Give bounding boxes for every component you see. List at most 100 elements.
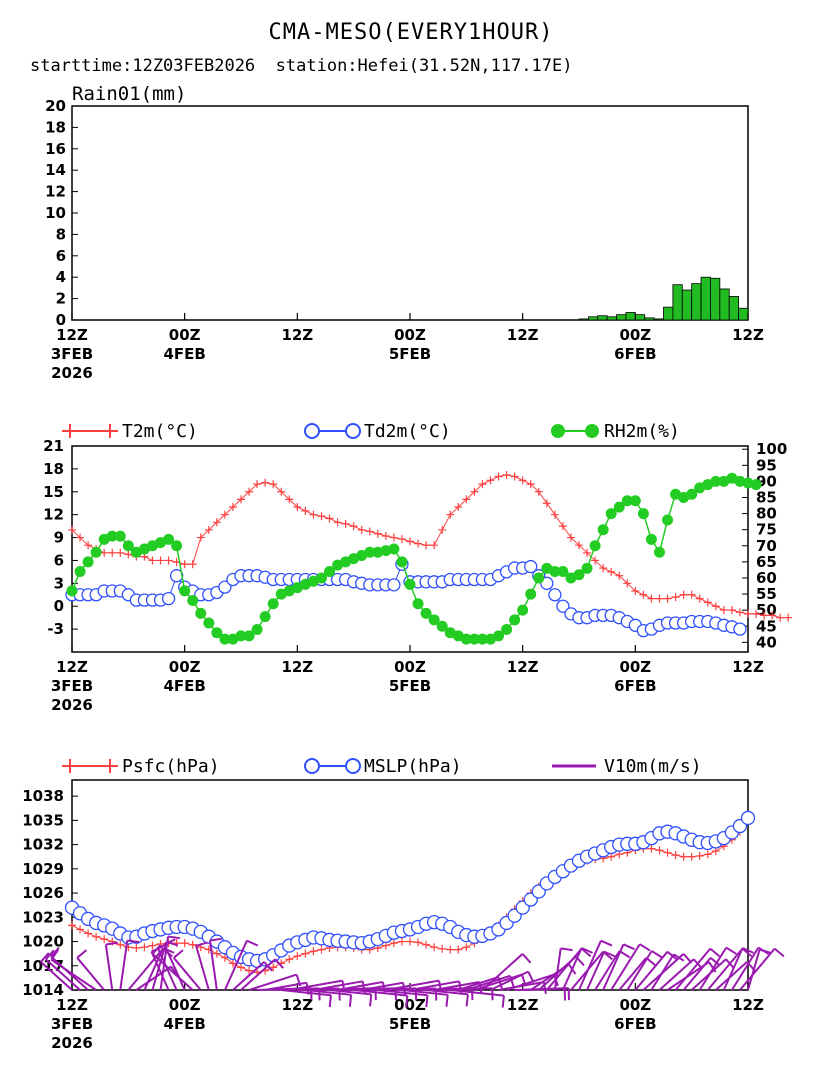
rh2m-point — [163, 533, 175, 545]
wind-barb-feather — [50, 946, 60, 958]
wind-barb — [658, 958, 695, 991]
wind-barb-feather — [623, 943, 635, 951]
rh-y-tick-label: 80 — [756, 505, 777, 523]
t2m-point — [285, 495, 294, 504]
rain-bar — [700, 276, 711, 321]
x-tick-date: 5FEB — [389, 1015, 431, 1033]
rh-y-tick-label: 75 — [756, 521, 777, 539]
t2m-point — [373, 529, 382, 538]
wind-barb-feather — [618, 950, 631, 959]
rh-y-tick-label: 55 — [756, 585, 777, 603]
psfc-point — [301, 949, 310, 958]
rh2m-point — [549, 566, 561, 578]
psfc-point — [317, 945, 326, 954]
t2m-point — [349, 522, 358, 531]
wind-barb — [104, 944, 114, 991]
wind-barb-feather — [425, 995, 429, 1008]
psfc-point — [655, 846, 664, 855]
wind-barb — [361, 981, 404, 991]
pressure-y-tick-label: 1029 — [22, 860, 64, 878]
psfc-point — [245, 966, 254, 975]
wind-barb-feather — [581, 947, 593, 954]
t2m-point — [76, 533, 85, 542]
t2m-point — [212, 518, 221, 527]
rain-y-tick-label: 2 — [56, 290, 66, 308]
rh2m-point — [315, 572, 327, 584]
pressure-y-tick-label: 1026 — [22, 884, 64, 902]
wind-barb — [223, 940, 248, 991]
td2m-point — [548, 588, 562, 602]
wind-barb — [45, 958, 81, 991]
legend-rh2m-marker — [551, 424, 565, 438]
psfc-point — [438, 944, 447, 953]
rh2m-point — [364, 546, 376, 558]
wind-barb-feather — [50, 949, 59, 961]
wind-barb — [578, 940, 602, 991]
rh2m-point — [533, 572, 545, 584]
x-tick-year: 2026 — [51, 696, 93, 714]
legend-td2m-marker — [345, 423, 361, 439]
psfc-point — [647, 844, 656, 853]
t2m-point — [494, 472, 503, 481]
rh2m-point — [187, 595, 199, 606]
x-tick-year: 2026 — [51, 364, 93, 382]
t2m-point — [462, 495, 471, 504]
wind-barb-feather — [741, 947, 753, 958]
wind-barb — [650, 953, 675, 991]
wind-barb — [337, 981, 384, 991]
wind-barb-feather — [328, 995, 332, 1008]
t2m-point — [188, 560, 197, 569]
rh2m-point — [66, 585, 78, 597]
x-tick-date: 6FEB — [614, 677, 656, 695]
wind-barb — [151, 953, 194, 991]
wind-barb — [119, 940, 129, 991]
rain-bar — [653, 318, 664, 321]
x-tick-label: 12Z — [507, 658, 539, 676]
t2m-point — [301, 506, 310, 515]
t2m-point — [478, 480, 487, 489]
psfc-point — [663, 848, 672, 857]
rain-y-tick-label: 16 — [45, 140, 66, 158]
rh2m-point — [493, 630, 505, 642]
wind-barb-feather — [603, 950, 616, 958]
rh2m-point — [509, 614, 521, 626]
t2m-point — [639, 590, 648, 599]
psfc-point — [220, 953, 229, 962]
wind-barb — [289, 979, 343, 991]
rh2m-point — [412, 598, 424, 610]
rain-bar — [644, 317, 655, 321]
wind-barb-feather — [600, 939, 613, 947]
t2m-point — [687, 590, 696, 599]
t2m-point — [116, 548, 125, 557]
wind-barb-feather — [246, 939, 259, 947]
wind-barb — [731, 947, 760, 991]
t2m-point — [196, 533, 205, 542]
rh2m-point — [750, 479, 762, 491]
rh-y-tick-label: 40 — [756, 633, 777, 651]
legend-rh2m-label: RH2m(%) — [604, 421, 680, 442]
t2m-point — [148, 556, 157, 565]
wind-barb — [474, 973, 523, 991]
rh2m-point — [662, 514, 674, 526]
rh2m-point — [589, 540, 601, 552]
t2m-point — [84, 541, 93, 550]
psfc-point — [414, 938, 423, 947]
rh2m-point — [436, 620, 448, 632]
rh2m-point — [501, 623, 513, 635]
t2m-point — [422, 541, 431, 550]
x-tick-date: 4FEB — [163, 677, 205, 695]
psfc-point — [132, 944, 141, 952]
temp-y-tick-label: -3 — [47, 620, 64, 638]
wind-barb-feather — [151, 944, 162, 955]
x-tick-label: 12Z — [507, 326, 539, 344]
wind-barb — [135, 965, 172, 991]
t2m-point — [406, 537, 414, 546]
x-tick-label: 12Z — [281, 326, 313, 344]
t2m-point — [711, 602, 720, 611]
x-tick-label: 12Z — [56, 996, 88, 1014]
x-tick-label: 12Z — [507, 996, 539, 1014]
rain-bar — [616, 314, 627, 321]
rh2m-point — [420, 607, 432, 619]
t2m-point — [534, 487, 543, 496]
t2m-point — [744, 609, 752, 618]
